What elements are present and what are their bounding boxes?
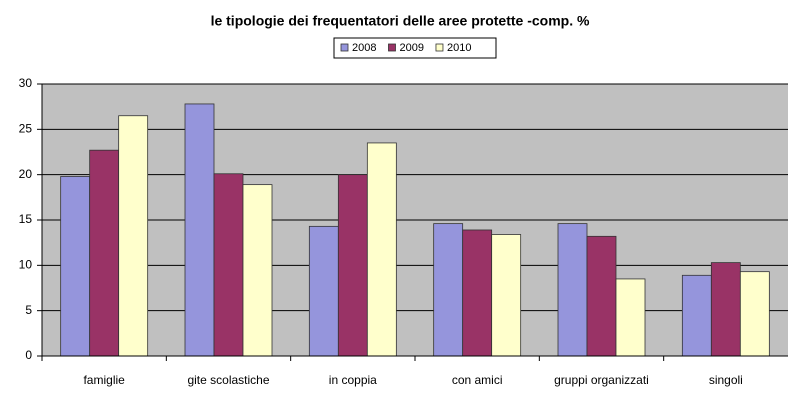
bar	[710, 262, 741, 357]
bar	[60, 176, 91, 357]
bar	[366, 142, 397, 357]
bar	[118, 115, 149, 357]
x-tick-label: gruppi organizzati	[554, 373, 649, 387]
bar	[615, 278, 646, 357]
legend-label: 2010	[447, 42, 471, 54]
legend-box	[333, 37, 497, 59]
legend-swatch	[435, 43, 444, 52]
bar	[586, 235, 617, 357]
y-tick-label: 30	[19, 76, 33, 90]
bar	[433, 223, 464, 357]
legend-label: 2008	[352, 42, 376, 54]
y-tick-label: 0	[25, 348, 32, 362]
x-tick-label: singoli	[708, 373, 743, 387]
y-tick-label: 10	[19, 258, 33, 272]
x-tick-label: gite scolastiche	[187, 373, 270, 387]
bar	[491, 234, 522, 357]
x-tick-label: in coppia	[328, 373, 377, 387]
bar	[739, 271, 770, 357]
x-tick-label: con amici	[451, 373, 503, 387]
y-tick-label: 5	[25, 303, 32, 317]
bar	[89, 149, 120, 357]
bar	[184, 103, 215, 357]
x-tick-label: famiglie	[83, 373, 125, 387]
legend-swatch	[340, 43, 349, 52]
bar	[308, 225, 339, 357]
y-tick-label: 25	[19, 122, 33, 136]
bar	[337, 174, 368, 357]
bar	[462, 229, 493, 357]
bar	[681, 274, 712, 357]
bar	[242, 184, 273, 357]
bar	[557, 223, 588, 357]
bar	[213, 173, 244, 357]
y-tick-label: 15	[19, 212, 33, 226]
y-tick-label: 20	[19, 167, 33, 181]
chart-title: le tipologie dei frequentatori delle are…	[211, 13, 590, 29]
legend-swatch	[388, 43, 396, 52]
legend-label: 2009	[399, 42, 423, 54]
